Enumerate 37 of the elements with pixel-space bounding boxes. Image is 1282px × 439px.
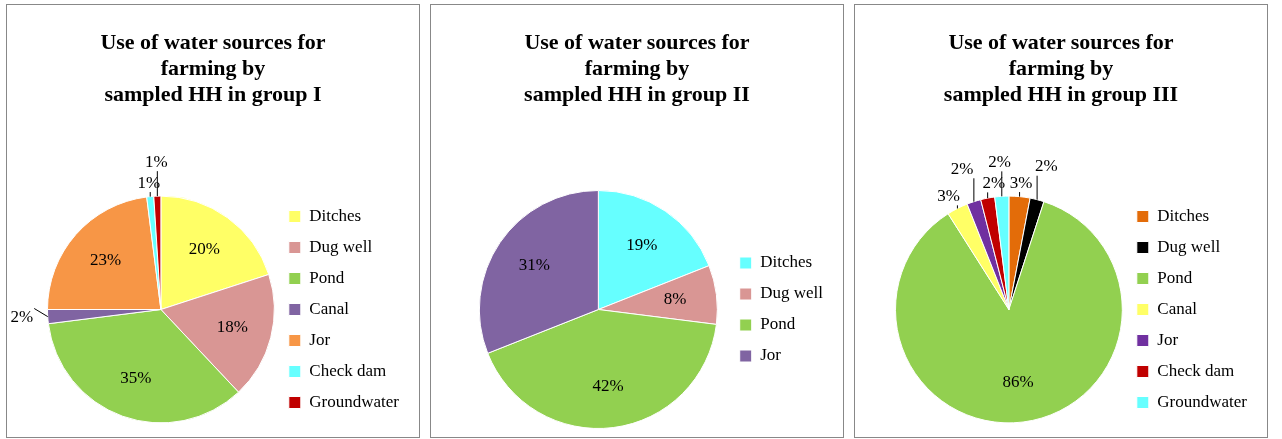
legend-label: Check dam [309,360,387,380]
legend-label: Pond [1157,267,1193,287]
legend-label: Ditches [309,205,362,225]
data-label: 20% [188,239,220,259]
legend-label: Dug well [760,283,824,303]
data-label: 2% [10,306,34,326]
data-label: 2% [988,151,1011,171]
data-label: 3% [1009,172,1033,192]
legend-label: Groundwater [309,391,400,411]
data-label: 23% [90,250,122,270]
legend-label: Canal [1157,298,1198,318]
legend-label: Jor [309,329,331,349]
data-label: 86% [1002,372,1034,392]
legend-label: Dug well [309,236,373,256]
data-label: 35% [120,368,152,388]
chart-title: Use of water sources for farming by sampled HH in group I [99,29,327,107]
legend-label: Check dam [1157,360,1235,380]
data-label: 2% [1035,156,1058,176]
legend-label: Canal [309,298,350,318]
data-label: 19% [626,234,658,254]
data-label: 42% [592,375,624,395]
legend-label: Pond [760,314,796,334]
chart-title: Use of water sources for farming by sampled HH in group II [523,29,751,107]
legend-label: Jor [1157,329,1179,349]
legend-label: Pond [309,267,345,287]
legend-label: Ditches [1157,205,1210,225]
data-label: 31% [518,255,550,275]
legend-label: Dug well [1157,236,1221,256]
data-label: 8% [663,289,687,309]
data-label: 1% [144,151,168,171]
data-label: 2% [950,158,974,178]
data-label: 3% [937,185,961,205]
legend-label: Jor [760,345,782,365]
chart-title: Use of water sources for farming by sampled HH in group III [942,29,1180,107]
legend-label: Groundwater [1157,391,1248,411]
data-label: 18% [216,317,248,337]
legend-label: Ditches [760,252,813,272]
